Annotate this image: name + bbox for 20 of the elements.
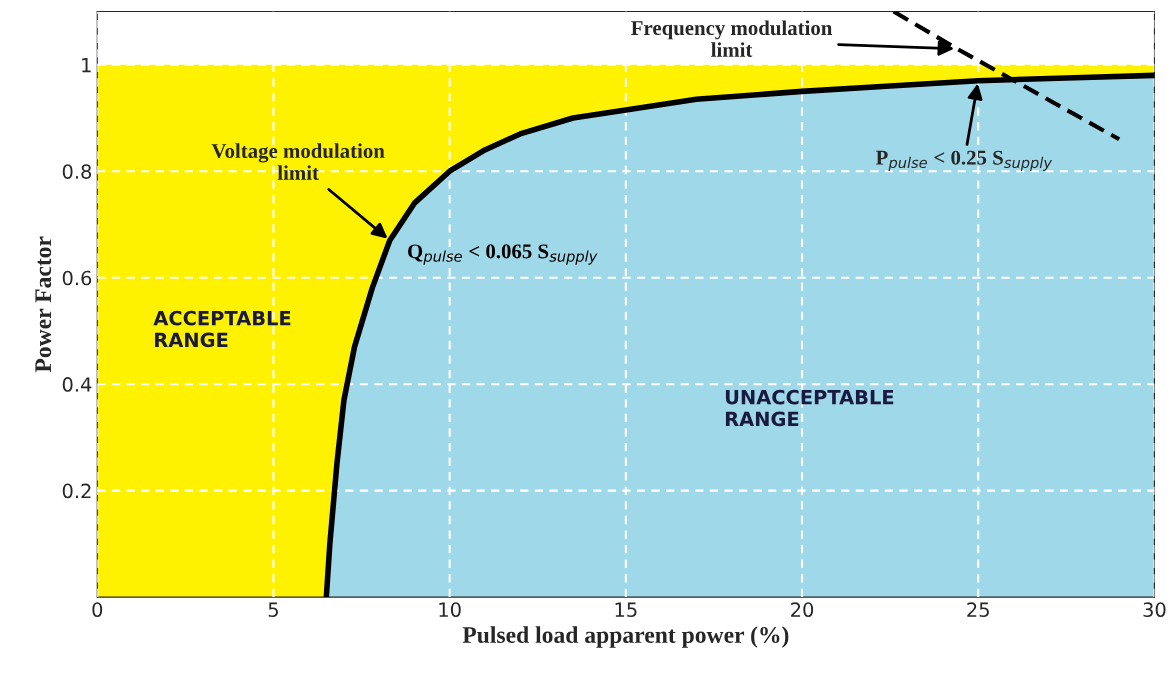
y-tick-label: 0.6 <box>62 270 92 286</box>
annotation: Frequency modulation limit <box>631 20 833 57</box>
annotation: UNACCEPTABLE RANGE <box>725 389 894 427</box>
x-tick-label: 25 <box>967 602 989 618</box>
x-tick-label: 5 <box>268 602 278 618</box>
x-axis-title: Pulsed load apparent power (%) <box>462 626 789 648</box>
x-tick-label: 10 <box>439 602 461 618</box>
annotation: P$_{pulse}$ < 0.25 S$_{supply}$ <box>875 150 1053 171</box>
annotation: ACCEPTABLE RANGE <box>153 310 291 348</box>
annotation: Voltage modulation limit <box>211 143 385 180</box>
y-tick-label: 0.8 <box>62 164 92 179</box>
y-tick-label: 1 <box>82 57 91 73</box>
y-axis-title: Power Factor <box>35 236 52 373</box>
annotation: Q$_{pulse}$ < 0.065 S$_{supply}$ <box>408 244 598 265</box>
x-tick-label: 30 <box>1143 602 1166 618</box>
x-tick-label: 0 <box>92 602 103 618</box>
x-tick-label: 15 <box>615 602 637 618</box>
y-tick-label: 0.2 <box>62 483 91 499</box>
y-tick-label: 0.4 <box>62 377 92 392</box>
x-tick-label: 20 <box>791 602 814 618</box>
